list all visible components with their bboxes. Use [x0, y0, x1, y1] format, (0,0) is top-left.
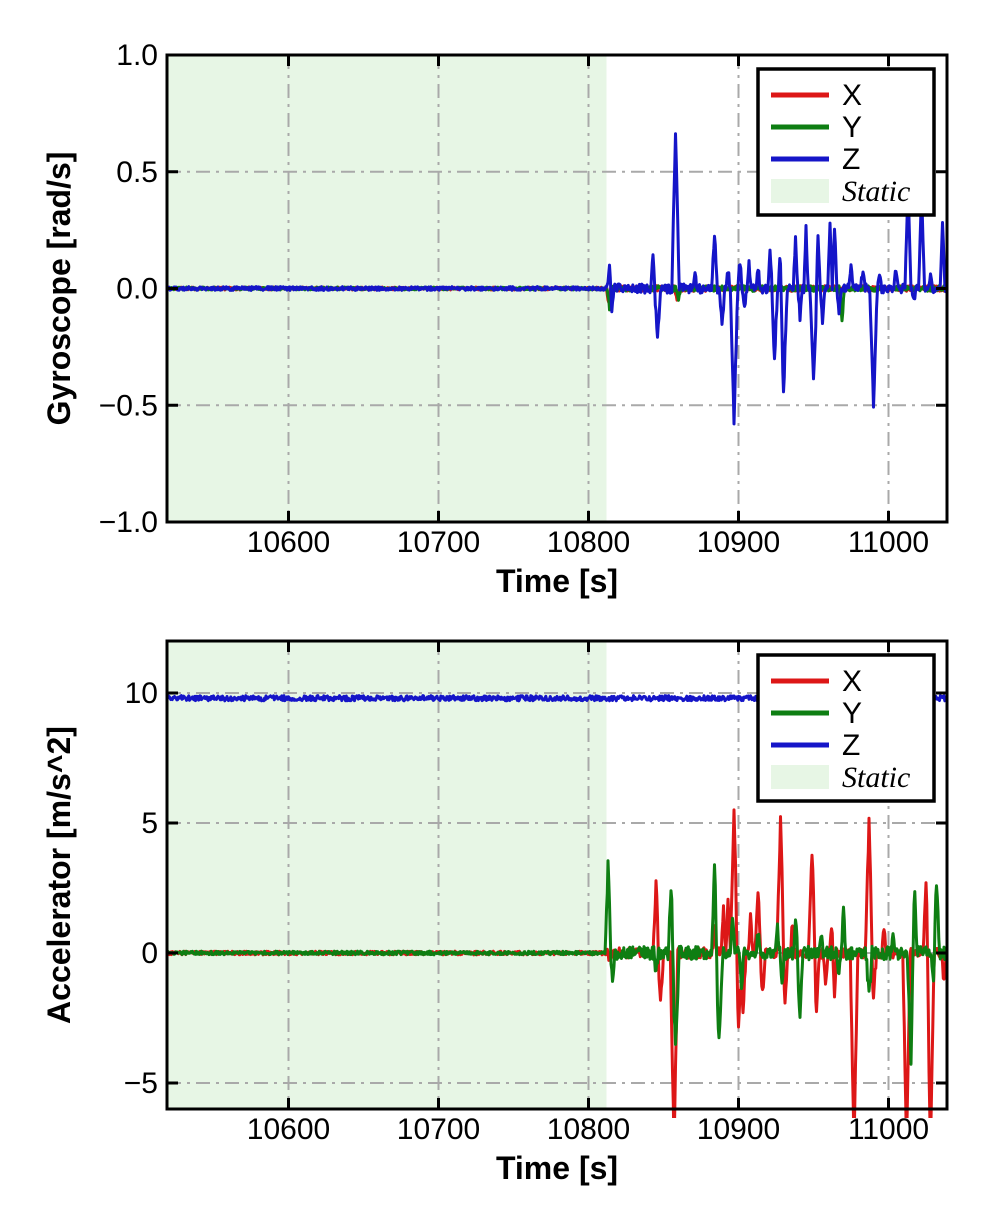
series-y-line: [167, 859, 947, 1066]
x-axis-title: Time [s]: [496, 563, 618, 599]
series-z-line: [167, 132, 947, 426]
legend-y-label: Y: [842, 111, 862, 144]
x-tick-label: 10900: [697, 1113, 780, 1146]
x-tick-label: 10800: [547, 526, 630, 559]
y-axis-title: Gyroscope [rad/s]: [41, 152, 77, 426]
accelerator-chart: 10600 10700 10800 10900 11000 −5 0 5 10 Time [s] A…: [41, 639, 949, 1186]
x-axis-title: Time [s]: [496, 1150, 618, 1186]
legend-static-label: Static: [842, 175, 910, 208]
legend-y-label: Y: [842, 697, 862, 730]
static-region: [167, 641, 607, 1109]
legend-x-label: X: [842, 79, 862, 112]
legend-static-label: Static: [842, 761, 910, 794]
y-tick-label: 5: [141, 807, 158, 840]
y-tick-label: 0.0: [116, 273, 158, 306]
x-tick-label: 10600: [247, 1113, 330, 1146]
x-tick-label: 11000: [848, 526, 929, 559]
y-tick-label: 10: [125, 677, 158, 710]
legend-static-swatch: [771, 179, 829, 203]
x-tick-label: 10900: [697, 526, 780, 559]
x-tick-label: 10600: [247, 526, 330, 559]
axes-frame: [165, 639, 949, 1111]
y-tick-label: −1.0: [99, 506, 158, 539]
y-tick-label: −0.5: [99, 389, 158, 422]
x-tick-label: 10800: [547, 1113, 630, 1146]
legend-z-label: Z: [842, 143, 860, 176]
y-tick-label: 0: [141, 937, 158, 970]
tick-marks: [167, 53, 947, 524]
x-tick-label: 10700: [397, 1113, 480, 1146]
y-tick-label: 0.5: [116, 156, 158, 189]
y-axis-title: Accelerator [m/s^2]: [41, 726, 77, 1024]
legend-x-label: X: [842, 665, 862, 698]
x-tick-label: 10700: [397, 526, 480, 559]
legend-z-label: Z: [842, 729, 860, 762]
legend-static-swatch: [771, 765, 829, 789]
y-tick-label: −5: [124, 1067, 158, 1100]
gyroscope-chart: 10600 10700 10800 10900 11000 −1.0 −0.5 0.0 0.5 1…: [41, 39, 949, 599]
y-tick-label: 1.0: [116, 39, 158, 72]
x-tick-label: 11000: [848, 1113, 929, 1146]
series-group: [167, 132, 947, 426]
tick-marks: [167, 641, 947, 1109]
